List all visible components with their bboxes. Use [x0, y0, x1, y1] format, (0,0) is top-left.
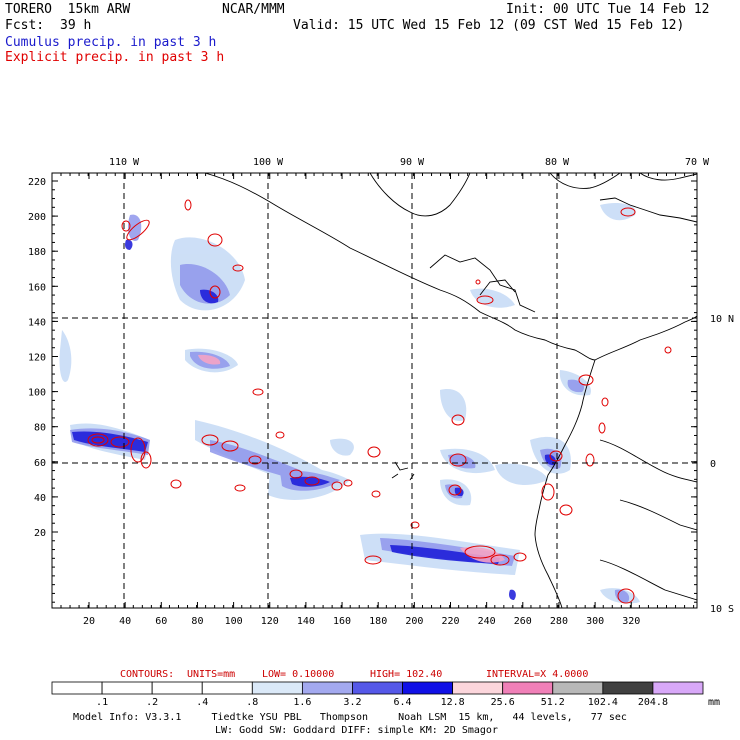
x-tick-label: 320: [622, 616, 640, 627]
legend-swatch: [251, 681, 303, 695]
legend-label: 204.8: [638, 697, 668, 708]
precip-heavy-areas: [72, 239, 556, 600]
contour-low: LOW= 0.10000: [262, 669, 334, 680]
legend-swatch: [602, 681, 654, 695]
coastlines: [204, 173, 697, 608]
cumulus-label: Cumulus precip. in past 3 h: [5, 35, 217, 50]
legend-swatch: [402, 681, 454, 695]
legend-swatch: [502, 681, 554, 695]
forecast-hour: 39 h: [60, 18, 92, 33]
y-axis: 220 200 180 160 140 120 100 80 60 40 20: [28, 177, 697, 603]
lon-label: 100 W: [253, 157, 284, 168]
legend-swatch: [51, 681, 103, 695]
lat-label: 10 S: [710, 604, 734, 615]
right-lat-axis: 10 N 0 10 S: [710, 314, 734, 615]
lat-label: 0: [710, 459, 716, 470]
contour-interval: INTERVAL=X 4.0000: [486, 669, 588, 680]
legend-label: 3.2: [343, 697, 361, 708]
x-tick-label: 100: [225, 616, 243, 627]
contour-info: CONTOURS: UNITS=mm LOW= 0.10000 HIGH= 10…: [120, 669, 588, 680]
y-tick-label: 160: [28, 282, 46, 293]
x-tick-label: 260: [514, 616, 532, 627]
lon-label: 70 W: [685, 157, 710, 168]
legend-swatch: [452, 681, 504, 695]
legend-label: 102.4: [588, 697, 618, 708]
y-tick-label: 20: [34, 528, 46, 539]
forecast-label: Fcst:: [5, 18, 45, 33]
x-tick-label: 280: [550, 616, 568, 627]
x-tick-label: 240: [478, 616, 496, 627]
legend-label: .8: [246, 697, 258, 708]
valid-time: Valid: 15 UTC Wed 15 Feb 12 (09 CST Wed …: [293, 18, 685, 33]
legend-label: 12.8: [441, 697, 465, 708]
y-tick-label: 180: [28, 247, 46, 258]
legend-label: .4: [196, 697, 208, 708]
y-tick-label: 200: [28, 212, 46, 223]
legend-label: 6.4: [394, 697, 412, 708]
legend-swatch: [352, 681, 403, 695]
contour-label: CONTOURS:: [120, 669, 174, 680]
y-tick-label: 140: [28, 317, 46, 328]
legend-label: 25.6: [491, 697, 515, 708]
legend-swatch: [652, 681, 704, 695]
lat-label: 10 N: [710, 314, 734, 325]
y-tick-label: 80: [34, 423, 46, 434]
x-axis: 20 40 60 80 100 120 140 160 180 200 220 240 260 280 30…: [60, 173, 695, 627]
legend-label: 1.6: [293, 697, 311, 708]
x-tick-label: 160: [333, 616, 351, 627]
top-lon-axis: 110 W 100 W 90 W 80 W 70 W: [109, 157, 710, 168]
org-label: NCAR/MMM: [222, 2, 285, 17]
legend-swatch: [201, 681, 253, 695]
lon-label: 110 W: [109, 157, 140, 168]
contour-high: HIGH= 102.40: [370, 669, 442, 680]
explicit-label: Explicit precip. in past 3 h: [5, 50, 225, 65]
x-tick-label: 180: [369, 616, 387, 627]
legend-unit: mm: [708, 697, 720, 708]
explicit-contours: [87, 199, 672, 604]
x-tick-label: 140: [297, 616, 315, 627]
x-tick-label: 300: [586, 616, 604, 627]
x-tick-label: 20: [83, 616, 95, 627]
legend-label: .2: [146, 697, 158, 708]
x-tick-label: 120: [261, 616, 279, 627]
x-tick-label: 80: [191, 616, 203, 627]
model-title: TORERO 15km ARW: [5, 2, 131, 17]
legend-swatch: [301, 681, 353, 695]
precip-extreme-areas: [198, 354, 505, 563]
legend-label: .1: [96, 697, 108, 708]
legend-label: 51.2: [541, 697, 565, 708]
y-tick-label: 60: [34, 458, 46, 469]
lon-label: 90 W: [400, 157, 425, 168]
x-tick-label: 200: [405, 616, 423, 627]
model-physics: LW: Godd SW: Goddard DIFF: simple KM: 2D…: [215, 725, 498, 736]
y-tick-label: 120: [28, 353, 46, 364]
init-time: Init: 00 UTC Tue 14 Feb 12: [506, 2, 710, 17]
x-tick-label: 40: [119, 616, 131, 627]
model-info: Model Info: V3.3.1 Tiedtke YSU PBL Thomp…: [73, 712, 627, 723]
y-tick-label: 220: [28, 177, 46, 188]
legend-swatch: [151, 681, 203, 695]
color-legend: .1 .2 .4 .8 1.6 3.2 6.4 12.8 25.6 51.2 102.4 204.8 m…: [51, 681, 720, 708]
contour-units: UNITS=mm: [187, 669, 235, 680]
x-tick-label: 60: [155, 616, 167, 627]
lon-label: 80 W: [545, 157, 570, 168]
legend-swatch: [552, 681, 604, 695]
grid-lines: [52, 173, 697, 608]
legend-swatch: [101, 681, 153, 695]
y-tick-label: 40: [34, 493, 46, 504]
y-tick-label: 100: [28, 388, 46, 399]
x-tick-label: 220: [441, 616, 459, 627]
